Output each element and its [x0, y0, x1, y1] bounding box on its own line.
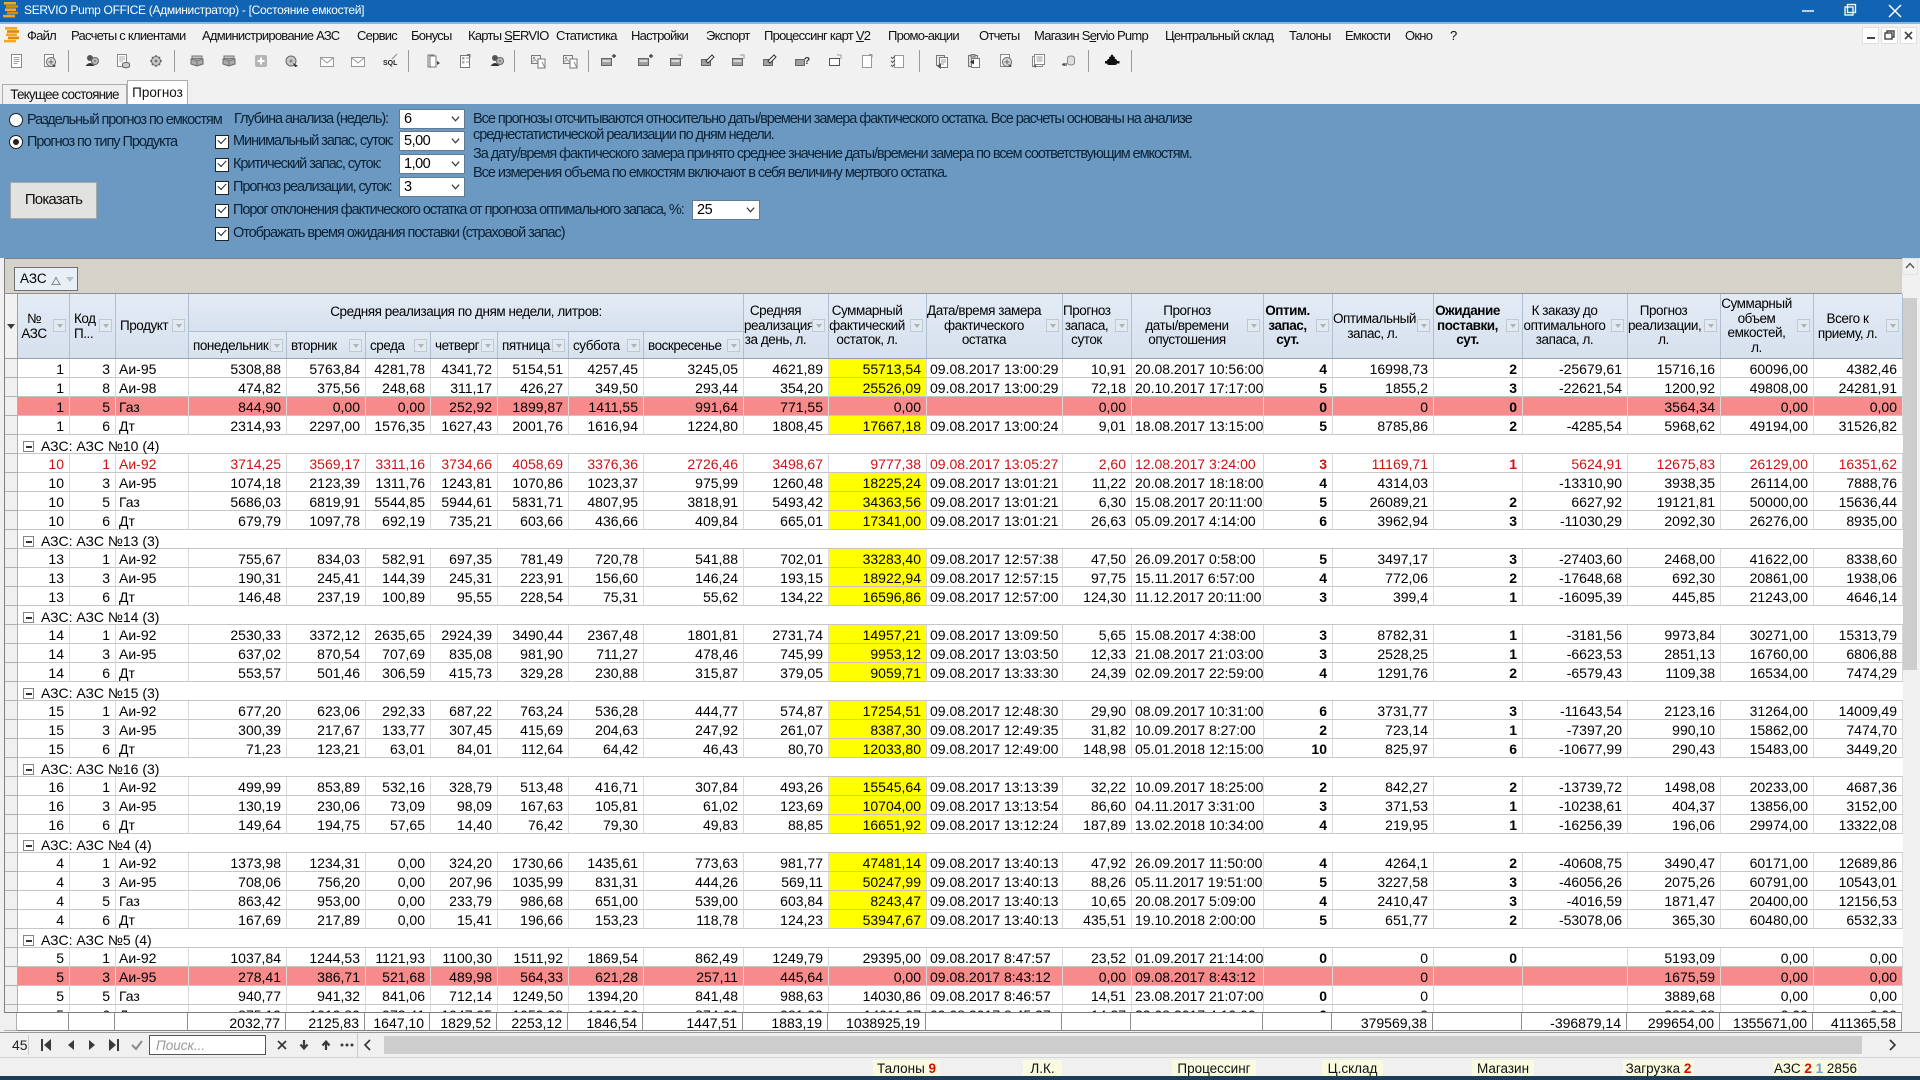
svg-text:SQL: SQL: [383, 60, 398, 67]
svg-text:?: ?: [804, 56, 810, 67]
